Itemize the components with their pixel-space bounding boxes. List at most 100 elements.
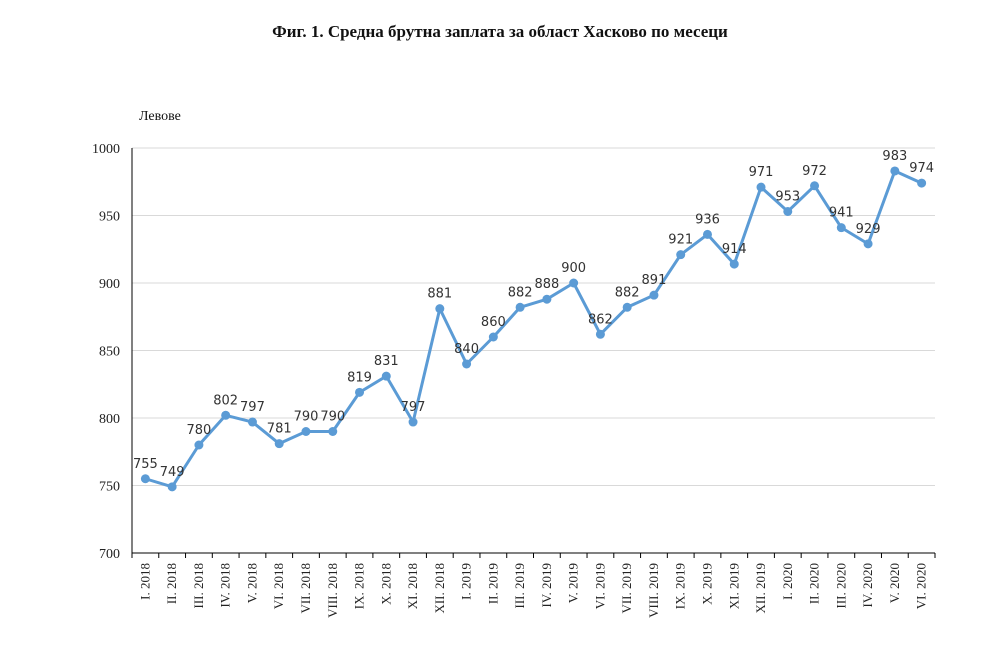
data-label: 914	[722, 242, 747, 257]
data-point	[676, 250, 686, 260]
data-label: 780	[187, 423, 212, 438]
data-point	[328, 427, 338, 436]
data-label: 860	[481, 315, 506, 330]
data-point	[890, 166, 900, 176]
data-point	[595, 329, 605, 339]
data-label: 900	[561, 261, 586, 276]
y-tick-label: 800	[99, 412, 120, 427]
x-tick-label: III. 2020	[833, 563, 848, 609]
x-tick-label: V. 2019	[566, 563, 581, 603]
data-label: 972	[802, 164, 827, 179]
x-tick-label: VI. 2018	[271, 563, 286, 609]
y-tick-label: 700	[99, 547, 120, 562]
data-point	[381, 371, 391, 381]
data-point	[247, 417, 257, 427]
data-point	[836, 223, 846, 233]
data-label: 974	[909, 161, 934, 176]
series-line	[144, 169, 923, 489]
data-point	[435, 304, 445, 314]
data-point	[515, 302, 525, 312]
data-label: 781	[267, 422, 292, 437]
x-tick-label: IV. 2018	[218, 563, 233, 608]
data-label: 953	[775, 189, 800, 204]
data-label: 790	[320, 410, 345, 425]
x-tick-label: X. 2018	[378, 563, 393, 605]
data-point	[221, 410, 231, 420]
data-point	[167, 482, 177, 492]
data-label: 755	[133, 457, 158, 472]
data-label: 790	[294, 410, 319, 425]
data-point	[542, 294, 552, 304]
data-point	[702, 229, 712, 239]
x-tick-label: VIII. 2019	[646, 563, 661, 618]
data-label: 802	[213, 393, 238, 408]
x-tick-labels: I. 2018 II. 2018 III. 2018 IV. 2018 V. 2018 V…	[137, 563, 928, 618]
axes	[131, 148, 936, 558]
data-point	[729, 259, 739, 269]
x-tick-label: IX. 2018	[352, 563, 367, 609]
data-point	[810, 181, 820, 191]
data-point	[408, 417, 418, 427]
data-point	[488, 332, 498, 342]
x-tick-label: X. 2019	[699, 563, 714, 605]
x-tick-label: I. 2018	[137, 563, 152, 600]
x-tick-label: VIII. 2018	[325, 563, 340, 618]
data-label: 862	[588, 312, 613, 327]
y-tick-label: 750	[99, 480, 120, 495]
data-points	[140, 166, 927, 492]
chart-title: Фиг. 1. Средна брутна заплата за област …	[272, 22, 728, 41]
data-label: 749	[160, 465, 185, 480]
data-label: 882	[615, 285, 640, 300]
y-tick-label: 1000	[92, 142, 120, 157]
x-tick-label: II. 2019	[485, 563, 500, 604]
data-label: 882	[508, 285, 533, 300]
x-tick-label: IV. 2020	[860, 563, 875, 608]
x-tick-label: V. 2020	[887, 563, 902, 603]
data-label: 819	[347, 370, 372, 385]
data-point	[756, 182, 766, 192]
y-axis-label: Левове	[139, 109, 181, 124]
y-tick-labels: 700 750 800 850 900 950 1000	[92, 142, 120, 562]
x-tick-label: II. 2020	[807, 563, 822, 604]
x-tick-label: XI. 2018	[405, 563, 420, 609]
x-tick-label: III. 2018	[191, 563, 206, 609]
data-point	[274, 439, 284, 449]
data-point	[649, 290, 659, 300]
data-label: 797	[240, 400, 265, 415]
data-point	[863, 239, 873, 249]
data-label: 797	[401, 400, 426, 415]
data-label: 831	[374, 354, 399, 369]
data-label: 881	[427, 287, 452, 302]
data-point	[301, 427, 311, 436]
data-point	[355, 387, 365, 397]
data-label: 891	[642, 273, 667, 288]
y-tick-label: 950	[99, 210, 120, 225]
data-point	[783, 206, 793, 216]
x-tick-label: XII. 2019	[753, 563, 768, 614]
x-tick-label: II. 2018	[164, 563, 179, 604]
data-label: 929	[856, 222, 881, 237]
x-tick-label: I. 2020	[780, 563, 795, 600]
data-point	[622, 302, 632, 312]
x-tick-label: IV. 2019	[539, 563, 554, 608]
data-label: 983	[882, 149, 907, 164]
x-tick-label: III. 2019	[512, 563, 527, 609]
y-tick-label: 850	[99, 345, 120, 360]
data-point	[194, 440, 204, 450]
x-tick-label: I. 2019	[459, 563, 474, 600]
data-label: 921	[668, 233, 693, 248]
x-tick-label: IX. 2019	[673, 563, 688, 609]
x-tick-label: VI. 2019	[592, 563, 607, 609]
data-point	[917, 178, 927, 188]
x-tick-label: V. 2018	[244, 563, 259, 603]
x-tick-label: XI. 2019	[726, 563, 741, 609]
data-label: 936	[695, 212, 720, 227]
x-tick-label: VII. 2019	[619, 563, 634, 614]
y-tick-label: 900	[99, 277, 120, 292]
x-tick-label: VII. 2018	[298, 563, 313, 614]
data-point	[140, 474, 150, 484]
data-label: 971	[749, 165, 774, 180]
gridlines	[132, 147, 935, 486]
